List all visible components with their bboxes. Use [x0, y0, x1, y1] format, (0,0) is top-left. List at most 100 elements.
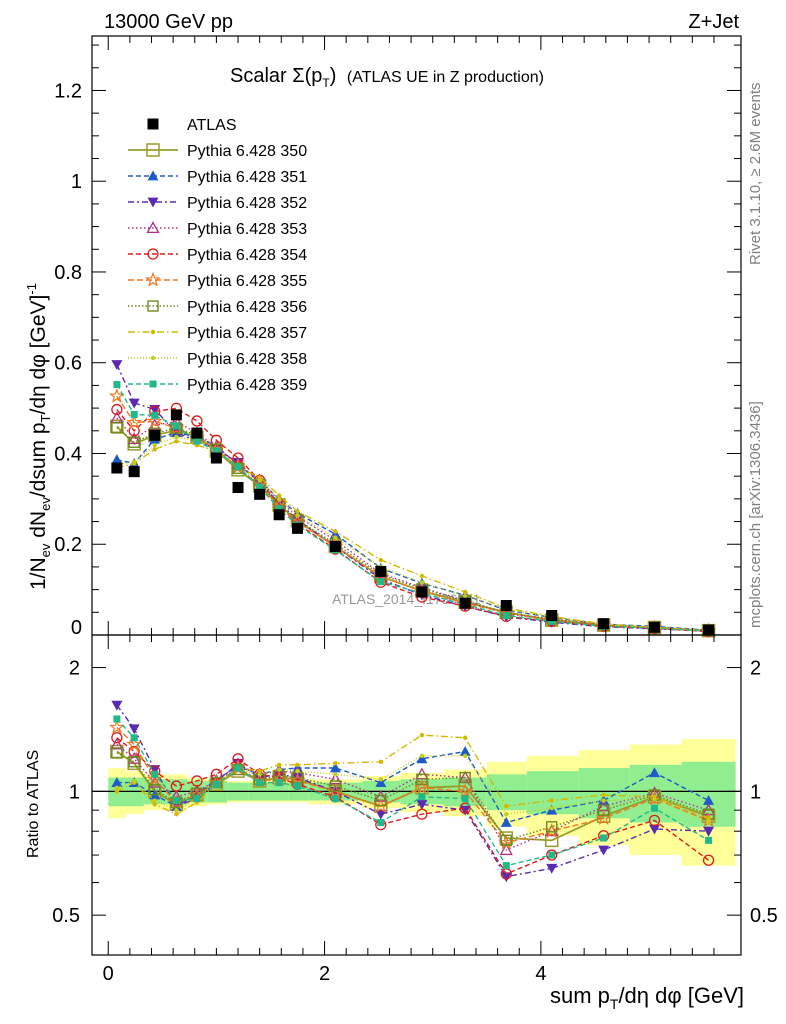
legend-entry-7: Pythia 6.428 357: [128, 325, 307, 342]
series-point-4: [111, 403, 123, 416]
series-point-4: [210, 434, 223, 446]
series-point-7: [462, 589, 468, 595]
ratio-point-4: [170, 780, 183, 792]
ratio-point-9: [212, 780, 220, 788]
ratio-point-2: [128, 724, 140, 735]
legend: ATLAS Pythia 6.428 350 Pythia 6.428 351 Pyt…: [128, 117, 307, 394]
legend-entry-6: Pythia 6.428 356: [128, 299, 307, 316]
ratio-y-axis-title: Ratio to ATLAS: [25, 750, 42, 858]
ratio-point-6: [329, 780, 342, 792]
legend-entry-0: Pythia 6.428 350: [128, 143, 307, 160]
series-point-8: [257, 478, 262, 483]
legend-marker: [146, 143, 160, 157]
ratio-point-2: [546, 863, 558, 874]
ratio-point-7: [257, 768, 262, 774]
ratio-point-8: [652, 796, 657, 801]
series-point-5: [126, 414, 143, 430]
ratio-point-7: [295, 762, 300, 768]
ratio-point-2: [598, 845, 610, 856]
ratio-point-9: [275, 779, 283, 787]
ratio-point-4: [232, 753, 244, 765]
ratio-point-3: [110, 737, 124, 750]
legend-entry-data: ATLAS: [147, 117, 237, 134]
axes: 0 2 4 0 0.2 0.4 0.6 0.8 1 1.2 0.5 0.5 1 1 2 2: [52, 35, 778, 985]
ratio-point-5: [109, 719, 125, 735]
ratio-point-2: [416, 799, 428, 810]
ratio-point-9: [256, 779, 264, 787]
series-point-9: [130, 410, 138, 418]
series-point-3: [127, 432, 141, 445]
atlas-data-point: [170, 409, 182, 421]
ratio-point-1: [111, 777, 123, 788]
ratio-point-8: [378, 777, 384, 782]
ratio-point-9: [331, 795, 339, 803]
ratio-point-6: [500, 834, 512, 847]
atlas-data-point: [292, 522, 304, 534]
ratio-point-5: [146, 771, 163, 786]
ratio-point-2: [500, 872, 512, 883]
legend-entry-3: Pythia 6.428 353: [128, 221, 307, 238]
legend-entry-1: Pythia 6.428 351: [128, 169, 307, 186]
x-axis-title: sum pT/dη dφ [GeV]: [550, 983, 744, 1012]
rivet-label: Rivet 3.1.10, ≥ 2.6M events: [747, 83, 764, 266]
ratio-point-7: [601, 792, 606, 798]
ratio-point-9: [193, 795, 201, 803]
legend-entry-2: Pythia 6.428 352: [128, 195, 307, 212]
ratio-point-8: [295, 768, 300, 774]
ratio-point-7: [504, 804, 509, 809]
main-panel-series: [109, 360, 717, 638]
ratio-point-6: [459, 771, 471, 784]
ratio-point-2: [111, 700, 123, 711]
ratio-point-7: [462, 735, 468, 740]
ratio-point-9: [130, 734, 138, 742]
series-point-9: [275, 505, 283, 513]
atlas-data-point: [416, 586, 428, 598]
atlas-data-point: [149, 429, 161, 441]
ratio-point-7: [378, 759, 384, 764]
x-tick-label: 4: [535, 963, 546, 985]
y-tick-label: 0.2: [54, 534, 82, 556]
series-point-7: [152, 447, 157, 452]
ratio-point-9: [172, 797, 180, 805]
ratio-point-4: [111, 732, 123, 744]
ratio-point-1: [459, 746, 471, 756]
ratio-point-2: [703, 826, 715, 837]
ratio-point-1: [416, 753, 428, 764]
ratio-point-9: [502, 862, 510, 870]
ratio-point-6: [597, 804, 610, 816]
ratio-point-7: [549, 798, 554, 803]
legend-label: Pythia 6.428 353: [187, 221, 307, 238]
legend-label: Pythia 6.428 351: [187, 169, 307, 186]
ratio-point-6: [546, 821, 558, 833]
ratio-point-5: [414, 779, 430, 795]
atlas-data-point: [232, 482, 244, 494]
series-point-7: [419, 573, 425, 579]
ratio-point-4: [648, 814, 661, 827]
ratio-point-7: [276, 762, 282, 768]
ratio-point-7: [333, 761, 338, 766]
ratio-point-9: [548, 851, 556, 859]
legend-marker: [147, 197, 159, 208]
legend-label: Pythia 6.428 356: [187, 299, 307, 316]
atlas-data-point: [128, 466, 140, 478]
ratio-point-4: [416, 808, 428, 820]
series-point-6: [128, 436, 140, 448]
ratio-point-8: [257, 772, 262, 777]
ratio-point-9: [461, 795, 469, 803]
ratio-point-5: [595, 810, 612, 825]
ratio-point-9: [113, 715, 121, 723]
ratio-point-3: [499, 843, 513, 856]
legend-label: Pythia 6.428 357: [187, 325, 307, 342]
atlas-data-point: [329, 541, 341, 553]
series-point-4: [191, 415, 203, 427]
legend-label: Pythia 6.428 355: [187, 273, 307, 290]
ratio-point-1: [375, 777, 387, 788]
ratio-point-1: [329, 762, 341, 773]
series-point-9: [113, 381, 121, 389]
legend-label: ATLAS: [187, 117, 237, 134]
ratio-y-tick-label: 2: [69, 658, 80, 680]
series-point-9: [548, 617, 556, 625]
series-point-2: [111, 360, 123, 370]
legend-entry-5: Pythia 6.428 355: [128, 271, 307, 290]
